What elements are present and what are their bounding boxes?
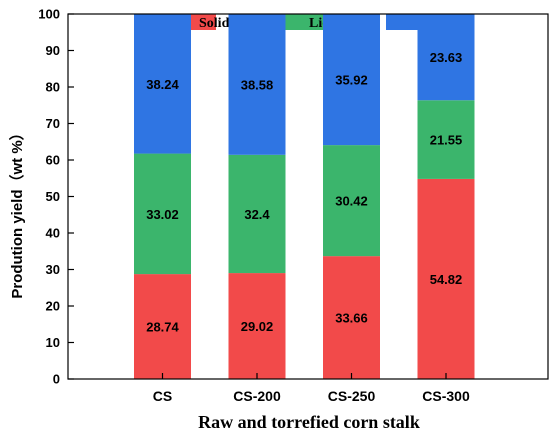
data-label-solid: 33.66: [335, 311, 368, 326]
legend: SolidLiquidGas: [168, 14, 441, 31]
data-label-liquid: 30.42: [335, 194, 368, 209]
y-tick-label: 90: [46, 43, 60, 58]
x-tick-label: CS-300: [422, 388, 470, 404]
y-tick-label: 20: [46, 299, 60, 314]
data-label-liquid: 33.02: [146, 207, 179, 222]
bars: [134, 14, 475, 379]
data-label-gas: 35.92: [335, 73, 368, 88]
y-tick-label: 70: [46, 116, 60, 131]
data-label-gas: 38.58: [241, 77, 274, 92]
y-tick-label: 100: [38, 7, 60, 22]
bar-gas: [228, 14, 286, 155]
bar-liquid: [323, 145, 380, 257]
bar-liquid: [228, 154, 286, 274]
y-tick-label: 80: [46, 80, 60, 95]
data-label-gas: 23.63: [430, 50, 463, 65]
data-label-liquid: 32.4: [244, 207, 270, 222]
y-axis-title: Prodution yield（wt %）: [8, 125, 26, 298]
bar-gas: [134, 14, 191, 154]
bar-liquid: [417, 100, 475, 179]
data-labels: 28.74 33.02 38.24 29.02 32.4 38.58 33.66 30.42 3…: [146, 50, 462, 334]
data-label-solid: 29.02: [241, 319, 274, 334]
y-tick-label: 40: [46, 226, 60, 241]
bar-solid: [417, 178, 475, 379]
legend-label-solid: Solid: [199, 16, 230, 31]
y-tick-label: 50: [46, 189, 60, 204]
bar-solid: [134, 274, 191, 379]
x-axis-title: Raw and torrefied corn stalk: [198, 412, 420, 432]
data-label-solid: 54.82: [430, 272, 463, 287]
bar-solid: [228, 273, 286, 379]
bar-solid: [323, 256, 380, 379]
x-tick-label: CS-250: [328, 388, 376, 404]
x-tick-label: CS-200: [233, 388, 281, 404]
bar-gas: [323, 14, 380, 146]
bar-gas: [417, 14, 475, 101]
axes: 0 10 20 30 40 50 60 70 80 90 100 CS CS-200 CS-250 CS-3…: [38, 7, 549, 404]
legend-swatch-liquid: [278, 14, 326, 30]
y-tick-label: 10: [46, 335, 60, 350]
bar-liquid: [134, 153, 191, 275]
data-label-liquid: 21.55: [430, 133, 463, 148]
y-tick-label: 30: [46, 262, 60, 277]
x-tick-label: CS: [153, 388, 172, 404]
y-tick-label: 60: [46, 153, 60, 168]
data-label-solid: 28.74: [146, 320, 179, 335]
y-tick-label: 0: [53, 372, 60, 387]
data-label-gas: 38.24: [146, 77, 179, 92]
